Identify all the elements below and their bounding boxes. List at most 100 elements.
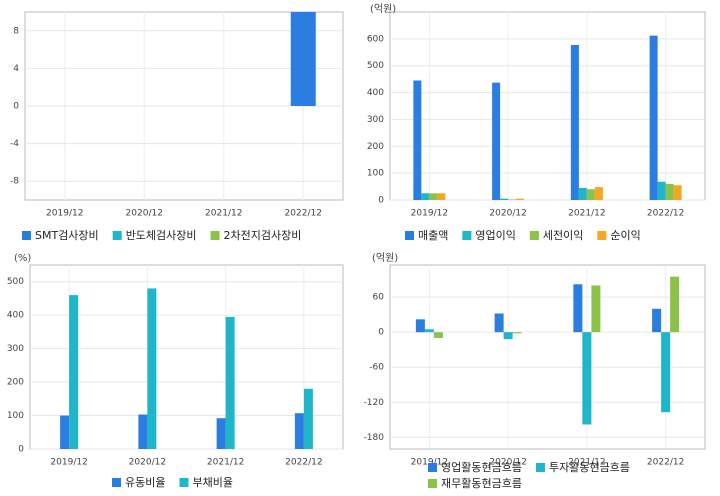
unit-label: (억원) — [370, 3, 396, 15]
bar — [594, 187, 603, 200]
bar — [147, 288, 157, 449]
bar — [216, 418, 226, 449]
bar — [670, 276, 680, 333]
bar — [437, 193, 446, 200]
legend-label: SMT검사장비 — [35, 229, 99, 242]
legend-swatch — [405, 231, 414, 240]
y-tick-label: 100 — [367, 169, 384, 179]
legend-swatch — [529, 231, 539, 240]
y-tick-label: 8 — [13, 26, 19, 36]
y-tick-label: 600 — [367, 34, 384, 44]
x-tick-label: 2020/12 — [129, 458, 166, 468]
x-tick-label: 2019/12 — [411, 458, 448, 468]
bar — [429, 193, 438, 200]
x-tick-label: 2020/12 — [126, 209, 163, 219]
legend-swatch — [462, 231, 472, 240]
legend-swatch — [210, 231, 220, 240]
bar — [508, 199, 517, 200]
bar — [303, 388, 313, 449]
x-tick-label: 2021/12 — [568, 209, 605, 219]
y-tick-label: 400 — [7, 311, 24, 321]
bar — [652, 308, 662, 333]
x-tick-label: 2022/12 — [647, 458, 684, 468]
legend-label: 2차전지검사장비 — [224, 229, 302, 242]
y-tick-label: 200 — [367, 142, 384, 152]
y-tick-label: -120 — [364, 398, 385, 408]
legend-label: 영업활동현금흐름 — [441, 460, 522, 474]
bar — [294, 413, 304, 449]
bar — [573, 284, 583, 333]
bar — [500, 198, 509, 200]
legend-swatch — [112, 478, 121, 487]
bar — [578, 187, 587, 200]
bar — [591, 285, 601, 333]
y-tick-label: 300 — [367, 115, 384, 125]
legend-label: 매출액 — [418, 229, 448, 242]
bar — [421, 193, 430, 200]
x-tick-label: 2021/12 — [205, 209, 242, 219]
bar — [503, 332, 513, 340]
bar — [512, 332, 522, 334]
y-tick-label: 400 — [367, 88, 384, 98]
bar — [570, 45, 579, 200]
bar — [415, 319, 425, 333]
plot-area — [29, 264, 344, 450]
y-tick-label: -60 — [369, 363, 384, 373]
legend-swatch — [428, 479, 437, 488]
bar — [494, 313, 504, 333]
x-tick-label: 2020/12 — [489, 458, 526, 468]
legend-swatch — [22, 231, 31, 240]
x-tick-label: 2022/12 — [285, 458, 322, 468]
bar — [433, 332, 443, 339]
bar — [225, 316, 235, 449]
y-tick-label: 0 — [18, 445, 24, 455]
y-tick-label: 300 — [7, 344, 24, 354]
x-tick-label: 2019/12 — [411, 209, 448, 219]
legend-label: 부채비율 — [192, 476, 232, 489]
bar — [649, 35, 658, 201]
bar — [586, 189, 595, 200]
y-tick-label: 0 — [378, 196, 384, 206]
bar — [290, 12, 316, 106]
bar — [413, 80, 422, 200]
x-tick-label: 2021/12 — [207, 458, 244, 468]
x-tick-label: 2019/12 — [50, 458, 87, 468]
y-tick-label: 0 — [378, 328, 384, 338]
y-tick-label: 4 — [13, 64, 19, 74]
bar — [657, 181, 666, 200]
legend-swatch — [535, 463, 545, 472]
legend-label: 반도체검사장비 — [126, 229, 197, 242]
unit-label: (억원) — [372, 252, 398, 264]
bar — [516, 198, 525, 200]
x-tick-label: 2022/12 — [647, 209, 684, 219]
bar — [661, 332, 671, 413]
bar — [60, 415, 70, 449]
legend-label: 순이익 — [610, 229, 640, 242]
y-tick-label: 60 — [373, 293, 385, 303]
plot-area — [389, 11, 706, 201]
y-tick-label: -4 — [10, 139, 19, 149]
y-tick-label: -8 — [10, 177, 19, 187]
unit-label: (%) — [14, 253, 31, 264]
y-tick-label: 200 — [7, 378, 24, 388]
x-tick-label: 2019/12 — [46, 209, 83, 219]
legend-label: 투자활동현금흐름 — [549, 460, 630, 474]
y-tick-label: 500 — [7, 277, 24, 287]
plot-area — [389, 264, 706, 450]
y-tick-label: 500 — [367, 61, 384, 71]
legend-swatch — [428, 463, 437, 472]
x-tick-label: 2020/12 — [489, 209, 526, 219]
legend-label: 재무활동현금흐름 — [441, 476, 522, 490]
legend-swatch — [179, 478, 189, 487]
legend-swatch — [597, 231, 607, 240]
y-tick-label: 100 — [7, 411, 24, 421]
legend-label: 영업이익 — [475, 229, 515, 242]
x-tick-label: 2022/12 — [285, 209, 322, 219]
y-tick-label: 0 — [13, 102, 19, 112]
x-tick-label: 2021/12 — [568, 458, 605, 468]
legend-label: 세전이익 — [543, 229, 583, 242]
bar — [424, 329, 434, 333]
bar — [492, 82, 501, 200]
legend-label: 유동비율 — [125, 476, 165, 489]
